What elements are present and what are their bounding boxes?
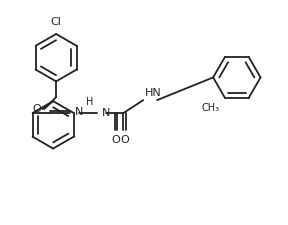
Text: N: N — [75, 107, 84, 117]
Text: H: H — [86, 97, 94, 107]
Text: O: O — [111, 135, 120, 145]
Text: N: N — [102, 108, 110, 118]
Text: CH₃: CH₃ — [202, 103, 220, 113]
Text: Cl: Cl — [51, 17, 62, 27]
Text: O: O — [33, 104, 41, 114]
Text: O: O — [120, 135, 129, 145]
Text: HN: HN — [145, 88, 162, 98]
